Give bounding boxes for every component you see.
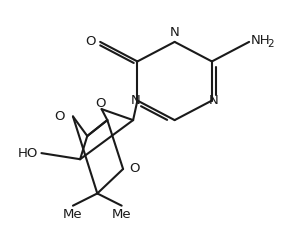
Text: N: N: [170, 26, 180, 40]
Text: N: N: [208, 94, 218, 107]
Text: O: O: [95, 97, 105, 110]
Text: Me: Me: [63, 208, 83, 221]
Text: O: O: [85, 36, 96, 49]
Text: NH: NH: [251, 34, 270, 47]
Text: 2: 2: [268, 39, 274, 49]
Text: O: O: [54, 110, 65, 123]
Text: O: O: [129, 162, 140, 175]
Text: N: N: [131, 94, 141, 107]
Text: HO: HO: [18, 146, 39, 160]
Text: Me: Me: [112, 208, 131, 221]
